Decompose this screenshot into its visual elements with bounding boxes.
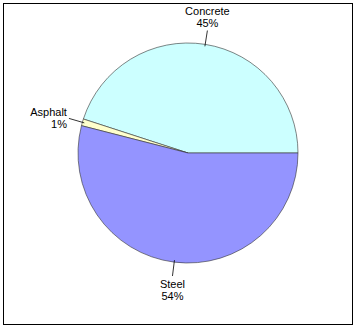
pie-slice bbox=[78, 126, 298, 263]
value-label: 45% bbox=[196, 17, 218, 29]
value-label: 1% bbox=[51, 118, 67, 130]
leader-line bbox=[69, 118, 84, 122]
category-label: Asphalt bbox=[30, 106, 67, 118]
chart-frame bbox=[4, 4, 353, 325]
leader-line bbox=[172, 260, 174, 276]
pie bbox=[78, 43, 298, 263]
data-label: Concrete45% bbox=[185, 5, 230, 29]
value-label: 54% bbox=[161, 290, 183, 302]
data-label: Steel54% bbox=[160, 278, 185, 302]
leader-line bbox=[205, 31, 208, 47]
data-label: Asphalt1% bbox=[30, 106, 67, 130]
category-label: Steel bbox=[160, 278, 185, 290]
category-label: Concrete bbox=[185, 5, 230, 17]
chart: Concrete45% Asphalt1% Steel54% bbox=[0, 0, 358, 331]
labels: Concrete45% Asphalt1% Steel54% bbox=[30, 5, 229, 302]
